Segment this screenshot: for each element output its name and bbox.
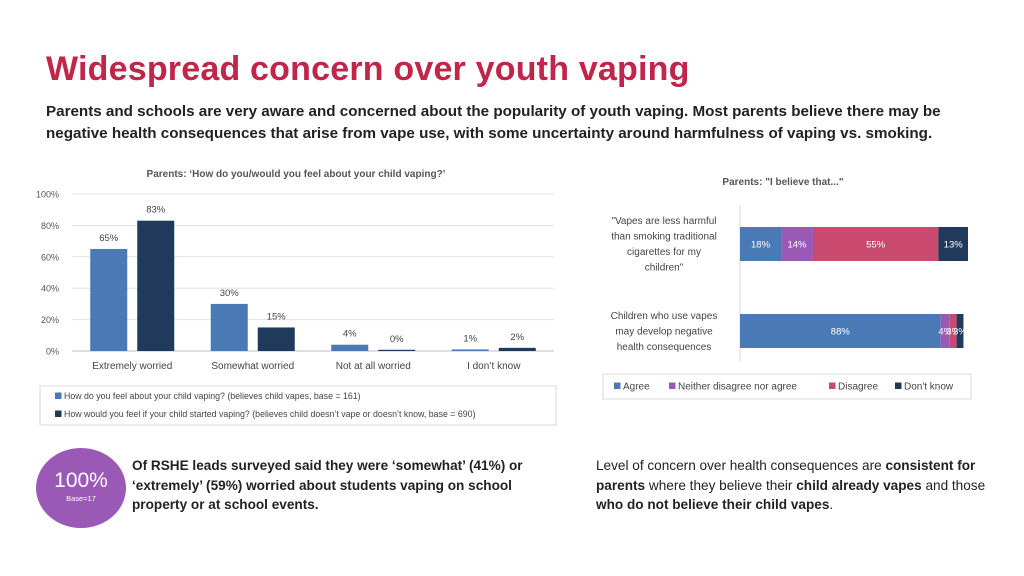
y-tick-label: 40%: [41, 284, 59, 294]
stacked-bar-segment: [812, 227, 939, 261]
legend-label: How do you feel about your child vaping?…: [64, 391, 361, 401]
y-category-label: health consequences: [617, 342, 712, 353]
legend-swatch: [55, 410, 62, 417]
y-category-label: children": [645, 263, 684, 274]
bar-data-label: 30%: [220, 288, 240, 299]
bar: [451, 349, 489, 351]
y-category-label: may develop negative: [615, 327, 713, 338]
note-bold: who do not believe their child vapes: [596, 497, 830, 512]
bar-data-label: 88%: [831, 327, 851, 338]
left-chart: Parents: ‘How do you/would you feel abou…: [36, 169, 557, 426]
left-chart-bars: 65% 83% 30% 15% 4% 0% 1% 2%: [90, 205, 536, 351]
page-subtitle: Parents and schools are very aware and c…: [46, 103, 941, 142]
note-bold: consistent for parents: [596, 458, 976, 493]
stacked-bar-segment: [740, 314, 941, 348]
legend-label: Neither disagree nor agree: [678, 382, 797, 393]
stacked-bar-segment: [956, 314, 964, 348]
bar: [137, 220, 175, 351]
legend-swatch: [895, 382, 902, 389]
stacked-bar-segment: [740, 227, 782, 261]
legend-label: How would you feel if your child started…: [64, 409, 476, 419]
y-tick-label: 100%: [36, 190, 59, 200]
right-chart-legend-box: [602, 373, 972, 400]
bar-data-label: 4%: [343, 329, 357, 340]
y-category-label: cigarettes for my: [627, 247, 701, 258]
legend-swatch: [55, 392, 62, 399]
right-chart-categories: "Vapes are less harmful than smoking trad…: [611, 216, 718, 353]
y-tick-label: 80%: [41, 221, 59, 231]
bar-data-label: 1%: [463, 333, 477, 344]
legend-label: Agree: [623, 382, 650, 393]
bar-data-label: 18%: [751, 240, 771, 251]
y-tick-label: 20%: [41, 315, 59, 325]
stacked-bar-segment: [938, 227, 968, 261]
legend-label: Don't know: [904, 382, 954, 393]
bar: [257, 327, 295, 351]
y-tick-label: 60%: [41, 252, 59, 262]
right-chart-title: Parents: "I believe that...": [722, 177, 843, 188]
y-category-label: "Vapes are less harmful: [611, 216, 716, 227]
note-text: Level of concern over health consequence…: [596, 458, 886, 473]
legend-swatch: [614, 382, 621, 389]
left-chart-title: Parents: ‘How do you/would you feel abou…: [147, 169, 446, 180]
consistency-note: Level of concern over health consequence…: [596, 456, 996, 515]
left-chart-legend-box: [39, 385, 557, 426]
left-chart-legend: How do you feel about your child vaping?…: [55, 391, 476, 419]
note-text: and those: [921, 477, 986, 493]
bar-data-label: 65%: [99, 233, 119, 244]
legend-label: Disagree: [838, 382, 878, 393]
bar-data-label: 14%: [787, 240, 807, 251]
bar-data-label: 2%: [510, 332, 524, 343]
x-category-label: Somewhat worried: [211, 361, 294, 372]
bar: [331, 344, 369, 351]
bar-data-label: 15%: [267, 311, 287, 322]
bar-data-label: 0%: [390, 334, 404, 345]
note-text: where they believe their: [645, 477, 797, 493]
bar-data-label: 83%: [146, 205, 166, 216]
left-chart-gridlines: 0% 20% 40% 60% 80% 100%: [36, 190, 554, 357]
left-chart-categories: Extremely worried Somewhat worried Not at …: [92, 361, 521, 372]
y-category-label: Children who use vapes: [611, 311, 718, 322]
bar: [210, 303, 248, 351]
x-category-label: Not at all worried: [336, 361, 411, 372]
bar-data-label: 3%: [953, 327, 967, 338]
bar-data-label: 4%: [938, 327, 952, 338]
stacked-bar-segment: [940, 314, 950, 348]
stat-base: Base=17: [66, 494, 96, 503]
legend-swatch: [669, 382, 676, 389]
right-chart-bars: 18% 14% 55% 13% 88% 4%3%3%: [740, 227, 968, 348]
stacked-bar-segment: [949, 314, 957, 348]
x-category-label: I don’t know: [467, 361, 521, 372]
legend-swatch: [829, 382, 836, 389]
y-tick-label: 0%: [46, 347, 59, 357]
bar: [378, 349, 416, 351]
page-title: Widespread concern over youth vaping: [46, 50, 690, 88]
right-chart: Parents: "I believe that..." "Vapes are …: [602, 177, 972, 400]
stacked-bar-segment: [781, 227, 813, 261]
bar: [498, 347, 536, 351]
note-text: .: [829, 497, 834, 512]
bar-data-label: 55%: [866, 240, 886, 251]
right-chart-legend: Agree Neither disagree nor agree Disagree D…: [614, 382, 954, 393]
bar-data-label: 13%: [944, 240, 964, 251]
bar-data-label: 3%: [946, 327, 960, 338]
note-bold: child already vapes: [796, 477, 922, 493]
stat-value: 100%: [54, 469, 108, 492]
charts-canvas: Parents: ‘How do you/would you feel abou…: [36, 169, 972, 426]
rshe-note: Of RSHE leads surveyed said they were ‘s…: [132, 458, 523, 512]
bar: [90, 248, 128, 351]
x-category-label: Extremely worried: [92, 361, 172, 372]
stat-circle: 100% Base=17: [36, 448, 126, 528]
y-category-label: than smoking traditional: [611, 232, 717, 243]
